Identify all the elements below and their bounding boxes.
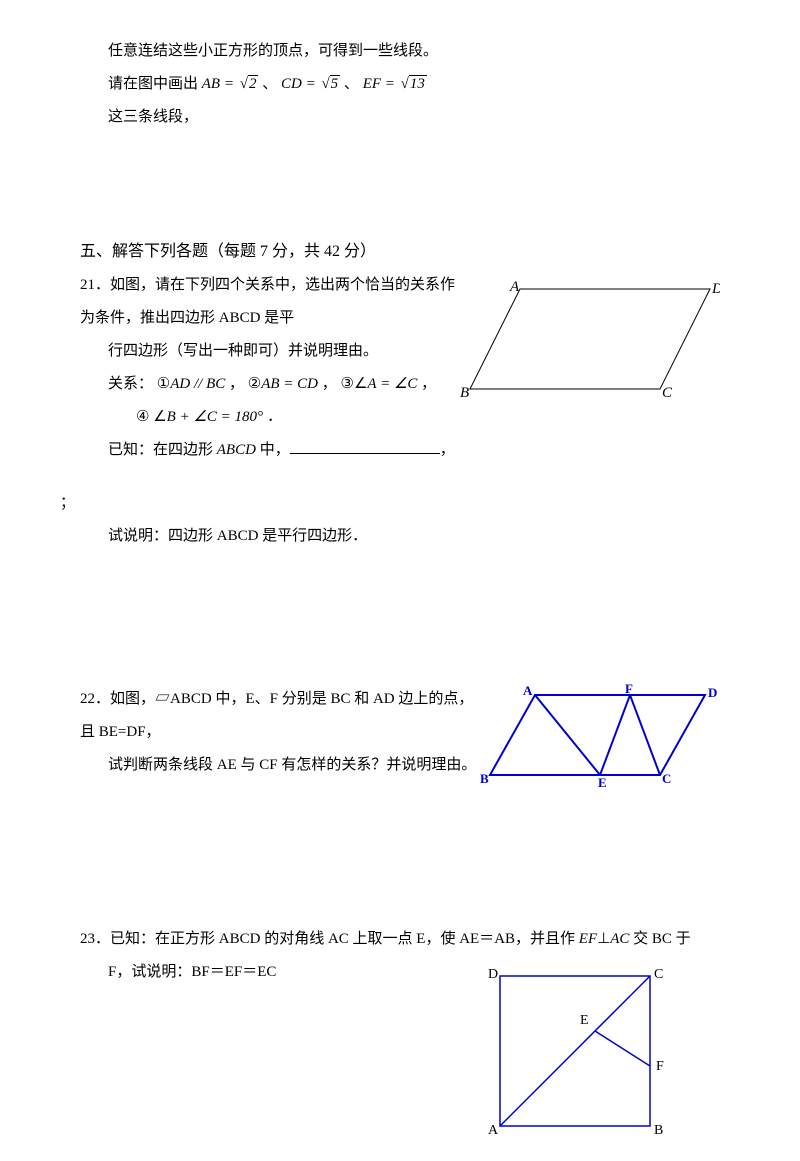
q22-l2: 试判断两条线段 AE 与 CF 有怎样的关系？并说明理由。	[80, 749, 480, 782]
q21-figure: A D B C	[460, 279, 720, 404]
eq: =	[224, 76, 238, 92]
spacer	[80, 553, 720, 683]
q22-figure: A D B C E F	[480, 683, 720, 793]
q23-text: F，试说明：BF＝EF＝EC	[80, 956, 480, 989]
svg-text:F: F	[625, 683, 633, 696]
svg-text:C: C	[662, 771, 671, 786]
q21-known: 已知：在四边形 ABCD 中，，	[80, 434, 460, 467]
sqrt2: √2	[238, 68, 259, 101]
q23-row: F，试说明：BF＝EF＝EC D C A B E F	[80, 956, 720, 1161]
sqrt5: √5	[319, 68, 340, 101]
intro-line3: 这三条线段，	[80, 101, 720, 134]
q21-l1: 21．如图，请在下列四个关系中，选出两个恰当的关系作为条件，推出四边形 ABCD…	[80, 269, 460, 335]
spacer	[80, 154, 720, 234]
q22-l1: 22．如图，▱ABCD 中，E、F 分别是 BC 和 AD 边上的点，且 BE=…	[80, 683, 480, 749]
section5-title: 五、解答下列各题（每题 7 分，共 42 分）	[80, 234, 720, 269]
q21-num: 21．	[80, 277, 110, 293]
q21-semi: ；	[60, 487, 720, 520]
parallelogram-svg: A D B C	[460, 279, 720, 399]
eq: =	[306, 76, 320, 92]
eq: =	[385, 76, 399, 92]
cd: CD	[281, 76, 302, 92]
ab: AB	[202, 76, 220, 92]
svg-text:A: A	[523, 683, 533, 698]
blank-input[interactable]	[290, 439, 440, 454]
q21-prove: 试说明：四边形 ABCD 是平行四边形．	[80, 520, 720, 553]
sep: 、	[344, 76, 359, 92]
svg-text:D: D	[708, 685, 717, 700]
svg-text:A: A	[509, 279, 520, 295]
svg-text:D: D	[711, 281, 720, 297]
q22-num: 22．	[80, 691, 110, 707]
svg-text:C: C	[662, 385, 673, 399]
q21-rel2: ④ ∠B + ∠C = 180° ．	[80, 401, 460, 434]
svg-text:B: B	[460, 385, 469, 399]
q23-l1: 23．已知：在正方形 ABCD 的对角线 AC 上取一点 E，使 AE＝AB，并…	[80, 923, 720, 956]
q21-l2: 行四边形（写出一种即可）并说明理由。	[80, 335, 460, 368]
q22-text: 22．如图，▱ABCD 中，E、F 分别是 BC 和 AD 边上的点，且 BE=…	[80, 683, 480, 782]
ef: EF	[363, 76, 381, 92]
t: 请在图中画出	[108, 76, 202, 92]
svg-text:C: C	[654, 967, 663, 982]
svg-text:B: B	[480, 771, 489, 786]
svg-text:F: F	[656, 1059, 664, 1074]
svg-text:E: E	[598, 775, 607, 788]
spacer	[80, 813, 720, 923]
q21-rel1: 关系： ① AD // BC ， ② AB = CD ， ③ ∠A = ∠C ，	[80, 368, 460, 401]
svg-text:E: E	[580, 1013, 589, 1028]
intro-line2: 请在图中画出 AB = √2 、 CD = √5 、 EF = √13	[80, 68, 720, 101]
q23-num: 23．	[80, 931, 110, 947]
parallelogram-ef-svg: A D B C E F	[480, 683, 720, 788]
svg-text:D: D	[488, 967, 498, 982]
q21: 21．如图，请在下列四个关系中，选出两个恰当的关系作为条件，推出四边形 ABCD…	[80, 269, 720, 467]
q22: 22．如图，▱ABCD 中，E、F 分别是 BC 和 AD 边上的点，且 BE=…	[80, 683, 720, 793]
intro-line1: 任意连结这些小正方形的顶点，可得到一些线段。	[80, 35, 720, 68]
sep: 、	[262, 76, 277, 92]
sqrt13: √13	[399, 68, 427, 101]
q23: 23．已知：在正方形 ABCD 的对角线 AC 上取一点 E，使 AE＝AB，并…	[80, 923, 720, 1161]
q21-text: 21．如图，请在下列四个关系中，选出两个恰当的关系作为条件，推出四边形 ABCD…	[80, 269, 460, 467]
q23-figure: D C A B E F	[480, 956, 680, 1161]
intro-block: 任意连结这些小正方形的顶点，可得到一些线段。 请在图中画出 AB = √2 、 …	[80, 35, 720, 134]
q23-l2: F，试说明：BF＝EF＝EC	[80, 956, 480, 989]
square-svg: D C A B E F	[480, 956, 680, 1156]
